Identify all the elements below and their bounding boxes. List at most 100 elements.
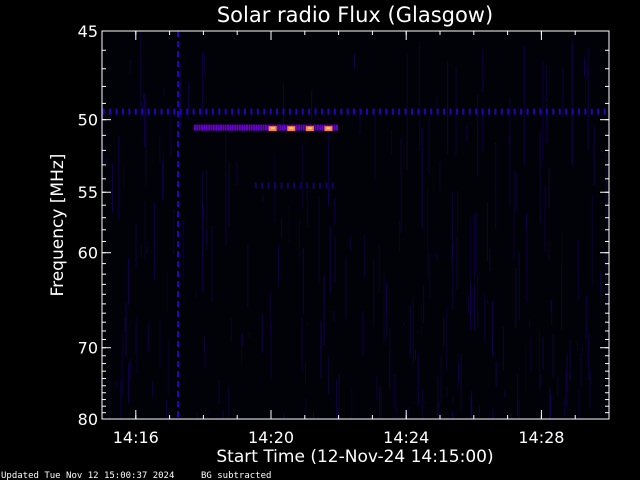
band-segment (193, 124, 196, 131)
band-segment (398, 108, 401, 115)
band-segment (134, 108, 137, 115)
band-segment (262, 124, 265, 131)
band-segment (299, 182, 302, 189)
band-segment (208, 124, 211, 131)
band-segment (314, 124, 317, 131)
band-segment (279, 124, 282, 131)
band-segment (198, 124, 201, 131)
band-segment (500, 108, 503, 115)
y-tick-label: 55 (78, 183, 98, 202)
band-segment (205, 108, 208, 115)
updated-timestamp: Updated Tue Nov 12 15:00:37 2024 (1, 471, 174, 480)
plot-frame (101, 30, 610, 420)
band-segment (147, 108, 150, 115)
band-segment (205, 124, 208, 131)
band-segment (231, 108, 234, 115)
band-segment (293, 182, 296, 189)
band-segment (565, 108, 568, 115)
band-segment (507, 108, 510, 115)
band-segment (211, 108, 214, 115)
band-segment (513, 108, 516, 115)
band-segment (256, 108, 259, 115)
band-segment (306, 182, 309, 189)
band-segment (335, 124, 338, 131)
y-tick-label: 60 (78, 244, 98, 263)
band-segment (109, 108, 112, 115)
band-segment (192, 108, 195, 115)
band-segment (353, 108, 356, 115)
band-segment (346, 108, 349, 115)
band-segment (295, 124, 298, 131)
band-segment (246, 124, 249, 131)
band-segment (212, 124, 215, 131)
band-segment (494, 108, 497, 115)
x-tick-label: 14:20 (248, 428, 294, 447)
band-segment (222, 124, 225, 131)
burst-core (307, 127, 312, 130)
band-segment (321, 108, 324, 115)
band-segment (404, 108, 407, 115)
band-segment (257, 124, 260, 131)
band-segment (173, 108, 176, 115)
band-segment (410, 108, 413, 115)
background-note: BG subtracted (201, 471, 271, 480)
band-segment (224, 124, 227, 131)
band-segment (260, 124, 263, 131)
band-segment (219, 124, 222, 131)
x-axis: 14:16 14:20 14:24 14:28 (101, 31, 610, 447)
x-tick-label: 14:28 (518, 428, 564, 447)
band-segment (255, 124, 258, 131)
band-segment (160, 108, 163, 115)
band-segment (430, 108, 433, 115)
band-segment (229, 124, 232, 131)
band-segment (545, 108, 548, 115)
band-segment (141, 108, 144, 115)
band-segment (227, 124, 230, 131)
y-axis: 45 50 55 60 70 80 (78, 22, 609, 429)
band-segment (263, 108, 266, 115)
band-segment (333, 108, 336, 115)
band-segment (236, 124, 239, 131)
band-segment (325, 182, 328, 189)
band-segment (283, 124, 286, 131)
band-segment (590, 108, 593, 115)
band-segment (264, 124, 267, 131)
band-segment (423, 108, 426, 115)
band-segment (302, 124, 305, 131)
band-segment (196, 124, 199, 131)
band-segment (378, 108, 381, 115)
band-segment (250, 124, 253, 131)
band-segment (597, 108, 600, 115)
band-segment (288, 108, 291, 115)
burst-core (270, 127, 275, 130)
band-segment (243, 108, 246, 115)
band-segment (558, 108, 561, 115)
band-segment (340, 108, 343, 115)
band-segment (269, 108, 272, 115)
band-segment (481, 108, 484, 115)
band-segment (282, 108, 285, 115)
band-segment (280, 182, 283, 189)
band-segment (241, 124, 244, 131)
band-segment (475, 108, 478, 115)
y-axis-label: Frequency [MHz] (48, 154, 68, 297)
band-segment (217, 124, 220, 131)
band-segment (327, 108, 330, 115)
band-segment (468, 108, 471, 115)
band-segment (365, 108, 368, 115)
band-segment (128, 108, 131, 115)
band-segment (571, 108, 574, 115)
band-segment (215, 124, 218, 131)
band-segment (186, 108, 189, 115)
burst-core (289, 127, 294, 130)
band-segment (179, 108, 182, 115)
band-segment (321, 124, 324, 131)
chart-title: Solar radio Flux (Glasgow) (217, 3, 493, 27)
band-segment (331, 182, 334, 189)
band-segment (455, 108, 458, 115)
band-segment (359, 108, 362, 115)
band-segment (276, 108, 279, 115)
band-segment (577, 108, 580, 115)
band-segment (436, 108, 439, 115)
